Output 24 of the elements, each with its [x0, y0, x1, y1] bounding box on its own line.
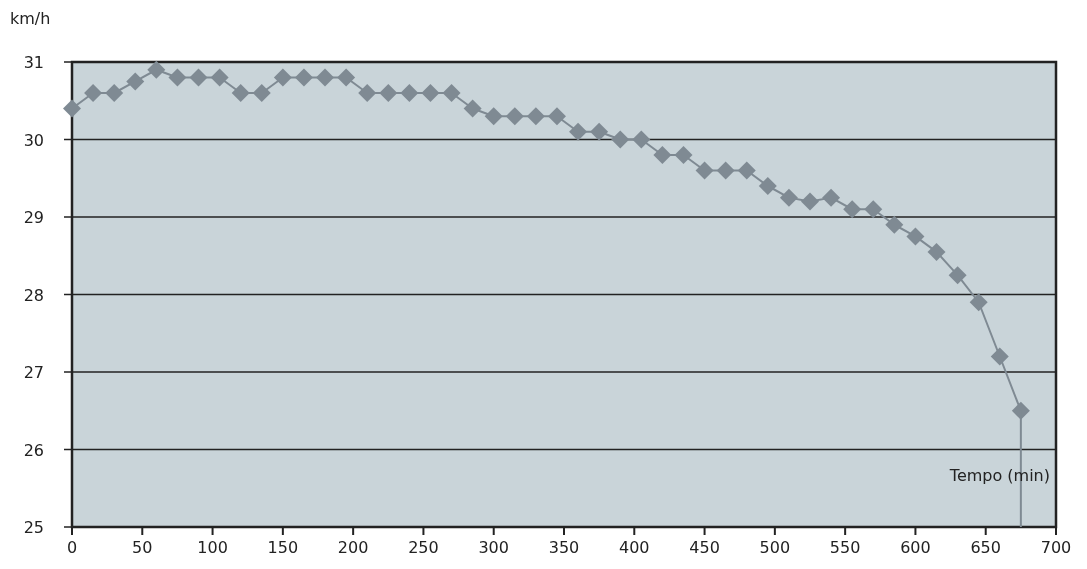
- y-tick-label: 27: [23, 363, 44, 382]
- y-tick-label: 28: [23, 285, 44, 305]
- x-axis-title: Tempo (min): [948, 465, 1050, 485]
- y-tick-label: 26: [23, 440, 44, 460]
- y-tick-label: 31: [23, 53, 44, 72]
- x-tick-label: 550: [829, 538, 861, 557]
- x-tick-label: 400: [619, 538, 650, 557]
- x-tick-label: 350: [548, 538, 580, 557]
- x-tick-label: 0: [66, 538, 78, 557]
- y-tick-label: 29: [23, 208, 44, 227]
- x-tick-label: 200: [337, 538, 369, 557]
- y-axis-title: km/h: [10, 9, 51, 28]
- x-tick-label: 100: [197, 538, 228, 557]
- x-tick-label: 300: [478, 538, 509, 557]
- x-tick-label: 450: [689, 538, 720, 557]
- x-tick-label: 50: [132, 538, 153, 557]
- x-tick-label: 700: [1040, 538, 1072, 557]
- x-tick-label: 600: [900, 538, 931, 557]
- y-tick-label: 25: [23, 518, 44, 537]
- x-tick-label: 150: [267, 538, 299, 557]
- x-tick-label: 500: [759, 538, 791, 557]
- y-tick-label: 30: [23, 130, 44, 150]
- x-tick-label: 650: [970, 538, 1001, 557]
- x-tick-label: 250: [408, 538, 439, 557]
